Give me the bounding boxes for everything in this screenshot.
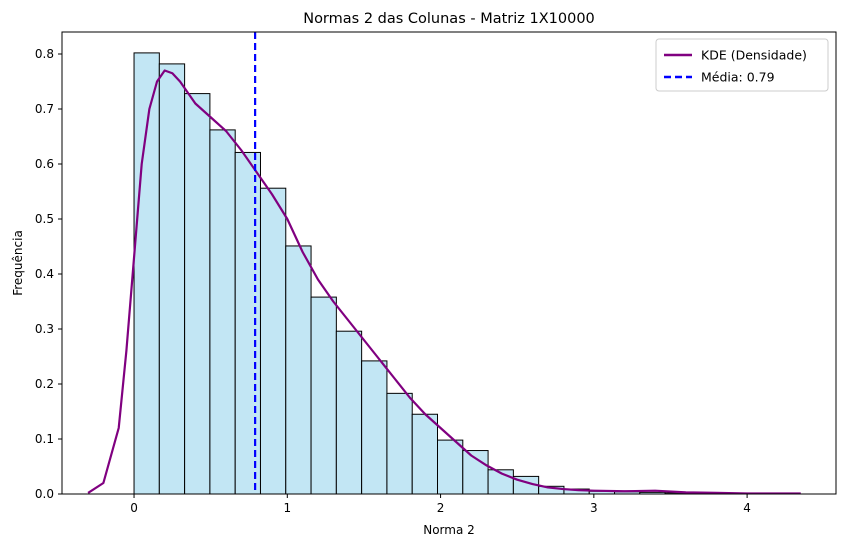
histogram-bar xyxy=(158,63,186,495)
x-tick-label: 4 xyxy=(743,501,751,515)
y-tick-label: 0.1 xyxy=(35,432,54,446)
histogram-bars xyxy=(133,52,691,495)
y-tick-label: 0.2 xyxy=(35,377,54,391)
histogram-bar xyxy=(361,360,388,495)
plot-lines xyxy=(87,32,801,495)
histogram-bar xyxy=(234,151,261,495)
y-axis-label: Frequência xyxy=(11,230,25,296)
histogram-bar xyxy=(209,129,236,495)
x-tick-label: 1 xyxy=(283,501,291,515)
y-tick-label: 0.0 xyxy=(35,487,54,501)
y-tick-label: 0.6 xyxy=(35,157,54,171)
legend-label: KDE (Densidade) xyxy=(701,48,807,63)
histogram-bar xyxy=(335,330,363,495)
x-tick-label: 3 xyxy=(590,501,598,515)
histogram-bar xyxy=(437,439,464,495)
legend: KDE (Densidade) Média: 0.79 xyxy=(655,38,829,92)
y-tick-label: 0.7 xyxy=(35,102,54,116)
y-tick-label: 0.3 xyxy=(35,322,54,336)
x-tick-label: 2 xyxy=(437,501,445,515)
legend-box xyxy=(655,38,829,92)
kde-line xyxy=(87,69,801,495)
histogram-bar xyxy=(285,245,312,495)
y-tick-label: 0.4 xyxy=(35,267,54,281)
y-tick-label: 0.8 xyxy=(35,47,54,61)
y-tick-label: 0.5 xyxy=(35,212,54,226)
histogram-bar xyxy=(184,93,211,495)
histogram-bar xyxy=(386,392,413,495)
histogram-bar xyxy=(411,413,439,495)
chart-title: Normas 2 das Colunas - Matriz 1X10000 xyxy=(303,11,595,27)
axes: 0 1 2 3 4 0.0 0.1 0.2 0.3 0.4 0.5 0.6 0.7 0.8 xyxy=(35,31,837,515)
legend-label: Média: 0.79 xyxy=(701,70,775,85)
histogram-bar xyxy=(310,296,337,495)
histogram-bar xyxy=(259,187,287,495)
x-axis-label: Norma 2 xyxy=(423,523,475,537)
x-tick-label: 0 xyxy=(130,501,138,515)
plot-frame xyxy=(61,31,837,495)
histogram-bar xyxy=(133,52,160,495)
